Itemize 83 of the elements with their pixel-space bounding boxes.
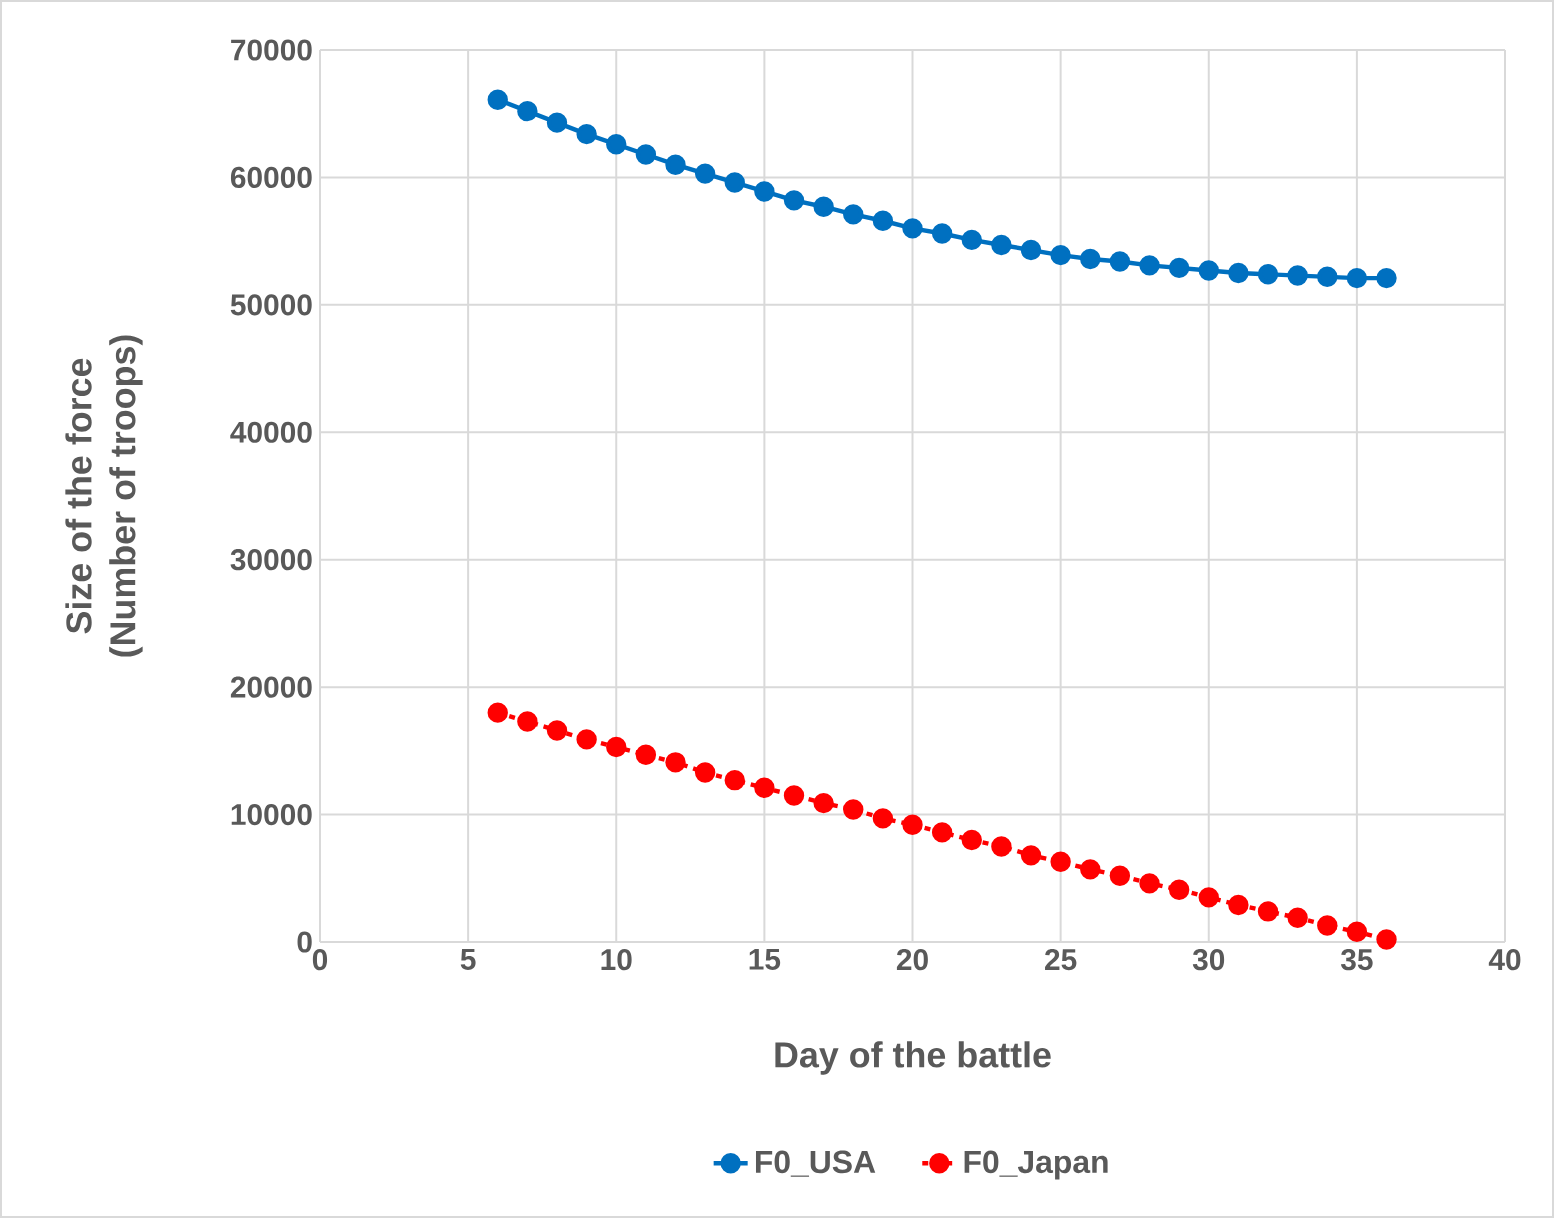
- y-tick-label: 10000: [231, 803, 312, 826]
- y-axis-title: Size of the force (Number of troops): [65, 335, 143, 657]
- legend-label: F0_Japan: [964, 1150, 1108, 1180]
- x-tick-label: 15: [749, 949, 781, 970]
- point: [1109, 865, 1131, 886]
- point: [1080, 248, 1101, 270]
- point: [1168, 879, 1190, 900]
- point: [1257, 264, 1279, 285]
- y-tick-label: 60000: [230, 166, 312, 188]
- point: [961, 229, 982, 251]
- point: [576, 123, 597, 145]
- point: [783, 785, 805, 806]
- x-tick-label: 10: [601, 949, 632, 971]
- point: [1198, 260, 1219, 281]
- x-tick-label: 35: [1340, 949, 1373, 971]
- point: [1050, 851, 1071, 872]
- x-tick-label: 40: [1488, 949, 1521, 971]
- point: [872, 808, 894, 829]
- y-tick-label: 20000: [230, 676, 312, 698]
- point: [902, 814, 923, 835]
- point: [546, 720, 568, 741]
- point: [1376, 929, 1397, 950]
- point: [1198, 887, 1219, 908]
- legend-label: F0_USA: [755, 1150, 876, 1177]
- point: [517, 711, 538, 732]
- x-tick-label: 25: [1045, 949, 1077, 971]
- y-tick-label: 0: [297, 931, 312, 953]
- point: [1317, 915, 1338, 936]
- point: [991, 836, 1012, 857]
- point: [1020, 239, 1042, 261]
- point: [635, 744, 657, 765]
- point: [843, 204, 864, 225]
- point: [1080, 859, 1101, 880]
- point: [1109, 251, 1131, 272]
- point: [1346, 921, 1368, 942]
- point: [872, 210, 894, 231]
- point: [754, 777, 775, 799]
- point: [961, 829, 982, 851]
- point: [576, 729, 597, 750]
- x-tick-label: 5: [460, 949, 476, 970]
- point: [635, 144, 657, 165]
- x-tick-label: 30: [1192, 949, 1225, 971]
- point: [1257, 901, 1279, 922]
- point: [991, 234, 1012, 256]
- point: [931, 223, 953, 244]
- point: [1228, 894, 1249, 916]
- x-axis-title: Day of the battle: [775, 1041, 1051, 1075]
- point: [665, 752, 686, 773]
- point: [724, 769, 745, 791]
- point: [931, 822, 953, 843]
- point: [694, 163, 716, 184]
- point: [1376, 267, 1397, 289]
- point: [1139, 255, 1160, 276]
- point: [694, 762, 716, 783]
- point: [843, 799, 864, 820]
- y-tick-label: 70000: [231, 39, 312, 61]
- y-tick-label: 30000: [230, 549, 312, 571]
- point: [754, 181, 775, 202]
- x-tick-label: 0: [312, 949, 328, 971]
- point: [1228, 262, 1249, 284]
- point: [606, 736, 627, 758]
- point: [1287, 265, 1308, 286]
- point: [813, 196, 834, 217]
- point: [487, 89, 508, 110]
- point: [546, 112, 568, 133]
- point: [1317, 266, 1338, 288]
- point: [1020, 845, 1042, 866]
- point: [902, 218, 923, 239]
- point: [1139, 873, 1160, 894]
- point: [517, 100, 538, 122]
- point: [813, 792, 834, 814]
- x-tick-label: 20: [896, 949, 928, 971]
- point: [724, 172, 745, 193]
- point: [487, 702, 508, 723]
- point: [1287, 907, 1308, 928]
- point: [783, 190, 805, 211]
- point: [1168, 257, 1190, 279]
- point: [1346, 267, 1368, 289]
- y-tick-label: 40000: [230, 421, 312, 443]
- point: [1050, 244, 1071, 266]
- y-tick-label: 50000: [230, 294, 312, 316]
- point: [665, 154, 686, 175]
- point: [606, 134, 627, 155]
